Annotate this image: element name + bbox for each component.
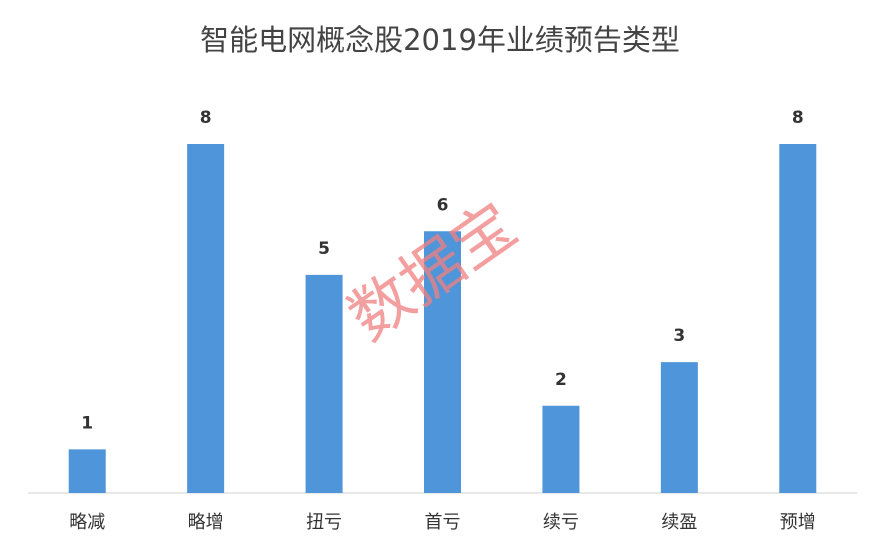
bar bbox=[542, 405, 580, 493]
x-tick-label: 续亏 bbox=[543, 512, 579, 533]
x-tick-label: 扭亏 bbox=[306, 512, 342, 533]
bar bbox=[660, 362, 698, 493]
x-tick-label: 略减 bbox=[69, 512, 105, 533]
data-label: 2 bbox=[555, 370, 567, 390]
bar bbox=[305, 274, 343, 493]
data-label: 8 bbox=[792, 108, 804, 128]
x-tick-label: 预增 bbox=[780, 512, 816, 533]
data-label: 5 bbox=[318, 239, 330, 259]
data-label: 1 bbox=[81, 413, 93, 433]
bar bbox=[424, 231, 461, 493]
data-label: 6 bbox=[437, 195, 449, 215]
chart-title: 智能电网概念股2019年业绩预告类型 bbox=[200, 23, 680, 57]
data-label: 8 bbox=[200, 108, 212, 128]
bar bbox=[779, 144, 817, 493]
x-tick-label: 续盈 bbox=[661, 512, 697, 533]
bar bbox=[68, 449, 106, 493]
data-label: 3 bbox=[673, 326, 685, 346]
x-tick-label: 首亏 bbox=[425, 512, 461, 533]
x-tick-label: 略增 bbox=[188, 512, 224, 533]
bar bbox=[187, 144, 225, 493]
